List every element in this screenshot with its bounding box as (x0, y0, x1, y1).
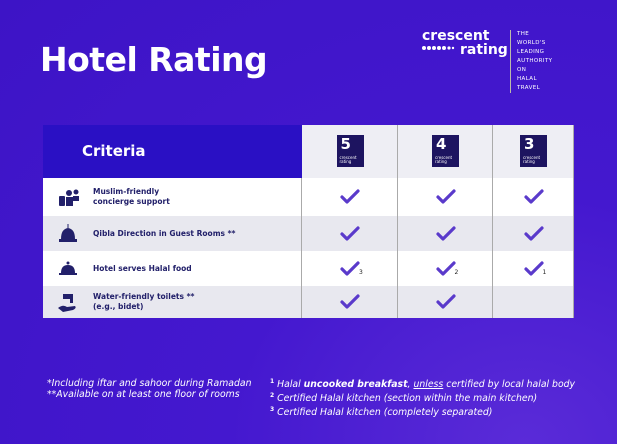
note-line: **Available on at least one floor of roo… (47, 389, 240, 400)
check (523, 260, 544, 276)
note-line: 1 Halal uncooked breakfast, unless certi… (270, 376, 575, 390)
note-text: certified by local halal body (443, 379, 576, 391)
note-text: uncooked breakfast (303, 379, 408, 391)
note-line: 3 Certified Halal kitchen (completely se… (270, 404, 575, 418)
note-mark: 3 (270, 406, 275, 414)
brand-word: crescent (523, 155, 541, 160)
criteria-icon (58, 293, 76, 312)
criteria-header: Criteria (43, 125, 302, 178)
notes-right: 1 Halal uncooked breakfast, unless certi… (270, 376, 575, 418)
note-text: , (407, 379, 414, 391)
check (340, 189, 360, 204)
tagline-line: THE WORLD'S LEADING (517, 31, 546, 55)
rating-brand: crescent rating (523, 156, 540, 164)
rating-header: 5 crescent rating (302, 125, 398, 178)
criteria-row: Qibla Direction in Guest Rooms ** (43, 216, 574, 251)
check (523, 225, 544, 241)
logo-word: rating (460, 42, 508, 58)
note-text: unless (413, 379, 444, 391)
rating-cell (493, 178, 574, 216)
rating-header: 3 crescent rating (493, 125, 574, 178)
label-line: Water-friendly toilets ** (93, 292, 195, 301)
logo-dots (422, 46, 455, 50)
criteria-icon (59, 261, 77, 275)
check-note: 1 (542, 268, 547, 276)
rating-cell (302, 216, 398, 251)
label-line: Qibla Direction in Guest Rooms ** (93, 228, 236, 238)
rating-cell: 1 (493, 251, 574, 286)
note-text: Halal (277, 379, 304, 391)
brand-word: rating (435, 159, 447, 164)
rating-brand: crescent rating (340, 156, 357, 164)
rating-cell (398, 178, 493, 216)
criteria-row: Hotel serves Halal food 3 2 1 (43, 251, 574, 286)
rating-table: Criteria 5 crescent rating 4 crescent rating 3… (43, 125, 574, 318)
title: Hotel Rating (40, 40, 268, 79)
criteria-label: Water-friendly toilets ** (e.g., bidet) (93, 292, 194, 312)
check (435, 189, 456, 204)
check (435, 294, 456, 309)
criteria-icon (59, 189, 79, 206)
label-line: Hotel serves Halal food (93, 263, 192, 273)
check (340, 294, 360, 309)
rating-header: 4 crescent rating (398, 125, 493, 178)
criteria-icon (59, 224, 77, 242)
rating-number: 5 (340, 135, 351, 153)
brand-word: rating (523, 159, 535, 164)
brand-word: rating (339, 159, 352, 164)
label-line: (e.g., bidet) (93, 302, 144, 311)
check (435, 260, 456, 276)
logo-word: crescent (422, 28, 490, 44)
check (435, 225, 456, 241)
check-note: 2 (454, 268, 459, 276)
criteria-label: Muslim-friendly concierge support (93, 187, 170, 207)
rating-number: 4 (436, 135, 447, 153)
cell (43, 216, 302, 251)
rating-brand: crescent rating (435, 156, 452, 164)
rating-number: 3 (524, 135, 535, 153)
tagline-line: HALAL TRAVEL (517, 76, 541, 91)
note-text: Certified Halal kitchen (completely sepa… (277, 407, 493, 419)
tagline-line: AUTHORITY ON (517, 58, 553, 73)
rating-badge: 3 crescent rating (520, 135, 547, 167)
rating-badge: 4 crescent rating (432, 135, 459, 167)
cell (43, 251, 302, 286)
criteria-label: Qibla Direction in Guest Rooms ** (93, 229, 235, 239)
check (340, 260, 360, 276)
rating-cell (493, 286, 574, 318)
label-line: Muslim-friendly (93, 187, 160, 196)
rating-cell (493, 216, 574, 251)
notes-left: *Including iftar and sahoor during Ramad… (47, 378, 251, 400)
logo: crescent rating THE WORLD'S LEADING AUTHO… (422, 28, 552, 93)
criteria-label: Hotel serves Halal food (93, 264, 192, 274)
cell (43, 178, 302, 216)
note-text: Certified Halal kitchen (section within … (277, 393, 538, 405)
tagline: THE WORLD'S LEADING AUTHORITY ON HALAL TRA… (510, 30, 552, 93)
note-mark: 2 (270, 392, 275, 400)
note-line: 2 Certified Halal kitchen (section withi… (270, 390, 575, 404)
cell (43, 286, 302, 318)
check-note: 3 (359, 268, 363, 276)
check (340, 225, 360, 241)
brand-word: crescent (435, 155, 453, 160)
rating-cell (398, 216, 493, 251)
rating-cell: 2 (398, 251, 493, 286)
criteria-row: Water-friendly toilets ** (e.g., bidet) (43, 286, 574, 318)
rating-badge: 5 crescent rating (336, 135, 364, 167)
check (523, 189, 544, 204)
rating-cell (398, 286, 493, 318)
note-line: *Including iftar and sahoor during Ramad… (47, 378, 252, 389)
criteria-row: Muslim-friendly concierge support (43, 178, 574, 216)
brand-word: crescent (339, 155, 357, 160)
note-mark: 1 (270, 378, 275, 385)
rating-cell (302, 286, 398, 318)
label-line: concierge support (93, 197, 170, 206)
rating-cell: 3 (302, 251, 398, 286)
rating-cell (302, 178, 398, 216)
